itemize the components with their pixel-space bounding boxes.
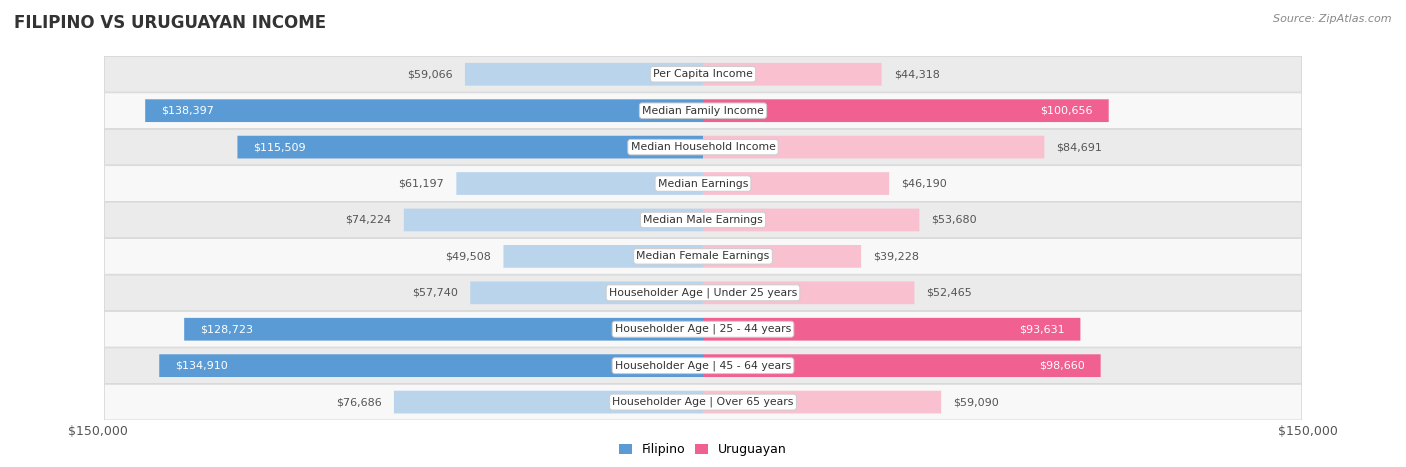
Text: $100,656: $100,656	[1040, 106, 1092, 116]
FancyBboxPatch shape	[104, 348, 1302, 383]
FancyBboxPatch shape	[703, 99, 1109, 122]
FancyBboxPatch shape	[503, 245, 703, 268]
Text: $134,910: $134,910	[176, 361, 228, 371]
Legend: Filipino, Uruguayan: Filipino, Uruguayan	[614, 439, 792, 461]
Text: Householder Age | 45 - 64 years: Householder Age | 45 - 64 years	[614, 361, 792, 371]
Text: $76,686: $76,686	[336, 397, 382, 407]
FancyBboxPatch shape	[159, 354, 703, 377]
FancyBboxPatch shape	[703, 172, 889, 195]
Text: $84,691: $84,691	[1056, 142, 1102, 152]
Text: Per Capita Income: Per Capita Income	[652, 69, 754, 79]
FancyBboxPatch shape	[184, 318, 703, 340]
FancyBboxPatch shape	[104, 166, 1302, 201]
FancyBboxPatch shape	[703, 63, 882, 85]
FancyBboxPatch shape	[104, 93, 1302, 128]
Text: $49,508: $49,508	[446, 251, 491, 262]
Text: $52,465: $52,465	[927, 288, 973, 298]
Text: $53,680: $53,680	[931, 215, 977, 225]
Text: Median Female Earnings: Median Female Earnings	[637, 251, 769, 262]
FancyBboxPatch shape	[104, 239, 1302, 274]
Text: $93,631: $93,631	[1018, 324, 1064, 334]
Text: $59,066: $59,066	[408, 69, 453, 79]
Text: $98,660: $98,660	[1039, 361, 1084, 371]
Text: $46,190: $46,190	[901, 178, 948, 189]
FancyBboxPatch shape	[238, 136, 703, 158]
Text: $128,723: $128,723	[200, 324, 253, 334]
Text: $138,397: $138,397	[162, 106, 214, 116]
FancyBboxPatch shape	[457, 172, 703, 195]
FancyBboxPatch shape	[703, 136, 1045, 158]
FancyBboxPatch shape	[104, 275, 1302, 311]
Text: $74,224: $74,224	[346, 215, 392, 225]
FancyBboxPatch shape	[104, 202, 1302, 238]
Text: Median Family Income: Median Family Income	[643, 106, 763, 116]
Text: FILIPINO VS URUGUAYAN INCOME: FILIPINO VS URUGUAYAN INCOME	[14, 14, 326, 32]
Text: Householder Age | Over 65 years: Householder Age | Over 65 years	[612, 397, 794, 407]
Text: $39,228: $39,228	[873, 251, 920, 262]
Text: $115,509: $115,509	[253, 142, 307, 152]
Text: Median Male Earnings: Median Male Earnings	[643, 215, 763, 225]
Text: Median Household Income: Median Household Income	[630, 142, 776, 152]
FancyBboxPatch shape	[104, 384, 1302, 420]
FancyBboxPatch shape	[703, 391, 941, 413]
Text: $61,197: $61,197	[398, 178, 444, 189]
FancyBboxPatch shape	[145, 99, 703, 122]
FancyBboxPatch shape	[104, 57, 1302, 92]
Text: Householder Age | Under 25 years: Householder Age | Under 25 years	[609, 288, 797, 298]
Text: Median Earnings: Median Earnings	[658, 178, 748, 189]
FancyBboxPatch shape	[703, 282, 914, 304]
FancyBboxPatch shape	[104, 311, 1302, 347]
FancyBboxPatch shape	[703, 354, 1101, 377]
Text: Source: ZipAtlas.com: Source: ZipAtlas.com	[1274, 14, 1392, 24]
Text: $59,090: $59,090	[953, 397, 1000, 407]
FancyBboxPatch shape	[470, 282, 703, 304]
FancyBboxPatch shape	[104, 129, 1302, 165]
FancyBboxPatch shape	[703, 209, 920, 231]
FancyBboxPatch shape	[703, 318, 1080, 340]
Text: Householder Age | 25 - 44 years: Householder Age | 25 - 44 years	[614, 324, 792, 334]
FancyBboxPatch shape	[394, 391, 703, 413]
Text: $57,740: $57,740	[412, 288, 458, 298]
FancyBboxPatch shape	[404, 209, 703, 231]
Text: $44,318: $44,318	[894, 69, 939, 79]
FancyBboxPatch shape	[465, 63, 703, 85]
FancyBboxPatch shape	[703, 245, 860, 268]
